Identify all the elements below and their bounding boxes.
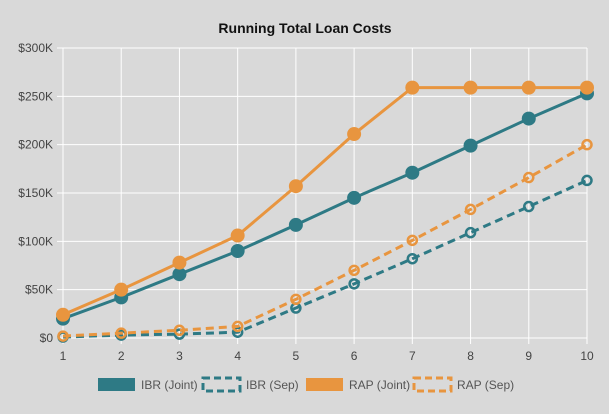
data-point xyxy=(581,138,593,151)
data-point xyxy=(172,255,187,270)
data-point xyxy=(523,200,535,213)
data-point xyxy=(521,111,536,126)
legend-label: IBR (Sep) xyxy=(246,378,299,392)
legend: IBR (Joint) IBR (Sep) RAP (Joint) RAP (Sep) xyxy=(98,376,514,393)
data-point xyxy=(347,127,362,142)
data-point xyxy=(580,80,594,95)
data-point xyxy=(406,234,419,247)
y-tick-label: $300K xyxy=(18,41,53,55)
data-point xyxy=(173,324,186,337)
legend-item: IBR (Joint) xyxy=(98,378,198,392)
series-line xyxy=(62,92,588,321)
x-tick-label: 2 xyxy=(118,349,125,363)
data-point xyxy=(348,264,360,277)
data-point xyxy=(521,80,536,95)
legend-swatch xyxy=(412,376,453,393)
data-point xyxy=(405,80,420,95)
data-point xyxy=(523,171,535,184)
legend-label: IBR (Joint) xyxy=(141,378,198,392)
x-tick-label: 4 xyxy=(234,349,241,363)
y-tick-label: $50K xyxy=(25,283,53,297)
legend-swatch xyxy=(306,378,343,391)
data-point xyxy=(114,282,129,297)
x-tick-label: 6 xyxy=(351,349,358,363)
data-point xyxy=(463,80,478,95)
x-tick-label: 1 xyxy=(60,349,67,363)
data-point xyxy=(57,330,69,342)
data-point xyxy=(347,190,362,205)
legend-label: RAP (Sep) xyxy=(457,378,514,392)
data-point xyxy=(290,293,302,306)
x-tick-label: 3 xyxy=(176,349,183,363)
data-point xyxy=(231,320,244,333)
x-tick-label: 10 xyxy=(580,349,594,363)
data-point xyxy=(581,174,593,187)
x-tick-label: 9 xyxy=(525,349,532,363)
series-line xyxy=(62,179,588,339)
legend-item: RAP (Sep) xyxy=(412,376,514,393)
series-line xyxy=(62,86,587,317)
data-point xyxy=(230,228,245,243)
y-tick-label: $0 xyxy=(40,331,54,345)
y-axis: $0 $50K $100K $150K $200K $250K $300K xyxy=(18,41,53,345)
data-point xyxy=(56,307,70,322)
chart-title: Running Total Loan Costs xyxy=(218,20,391,36)
y-tick-label: $200K xyxy=(18,138,53,152)
x-tick-label: 7 xyxy=(409,349,416,363)
x-axis: 1 2 3 4 5 6 7 8 9 10 xyxy=(60,349,594,363)
grid xyxy=(57,47,588,344)
data-point xyxy=(406,252,419,265)
data-point xyxy=(230,244,245,258)
x-tick-label: 5 xyxy=(293,349,300,363)
legend-label: RAP (Joint) xyxy=(349,378,410,392)
y-tick-label: $100K xyxy=(18,234,53,248)
legend-item: RAP (Joint) xyxy=(306,378,410,392)
legend-item: IBR (Sep) xyxy=(201,376,299,393)
series-rap-sep xyxy=(57,138,593,342)
legend-swatch xyxy=(98,378,135,391)
data-point xyxy=(463,138,478,153)
data-point xyxy=(288,217,303,232)
x-tick-label: 8 xyxy=(467,349,474,363)
series-line xyxy=(62,143,588,338)
data-point xyxy=(172,267,187,282)
legend-swatch xyxy=(201,376,242,393)
series-rap-joint xyxy=(56,80,594,322)
data-point xyxy=(173,328,186,340)
data-point xyxy=(405,165,420,180)
y-tick-label: $150K xyxy=(18,186,53,200)
data-point xyxy=(464,203,477,216)
data-point xyxy=(348,278,360,290)
data-point xyxy=(115,327,127,339)
series-group xyxy=(56,80,594,343)
data-point xyxy=(464,226,477,239)
series-ibr-sep xyxy=(57,174,593,343)
data-point xyxy=(288,179,303,194)
y-tick-label: $250K xyxy=(18,89,53,103)
